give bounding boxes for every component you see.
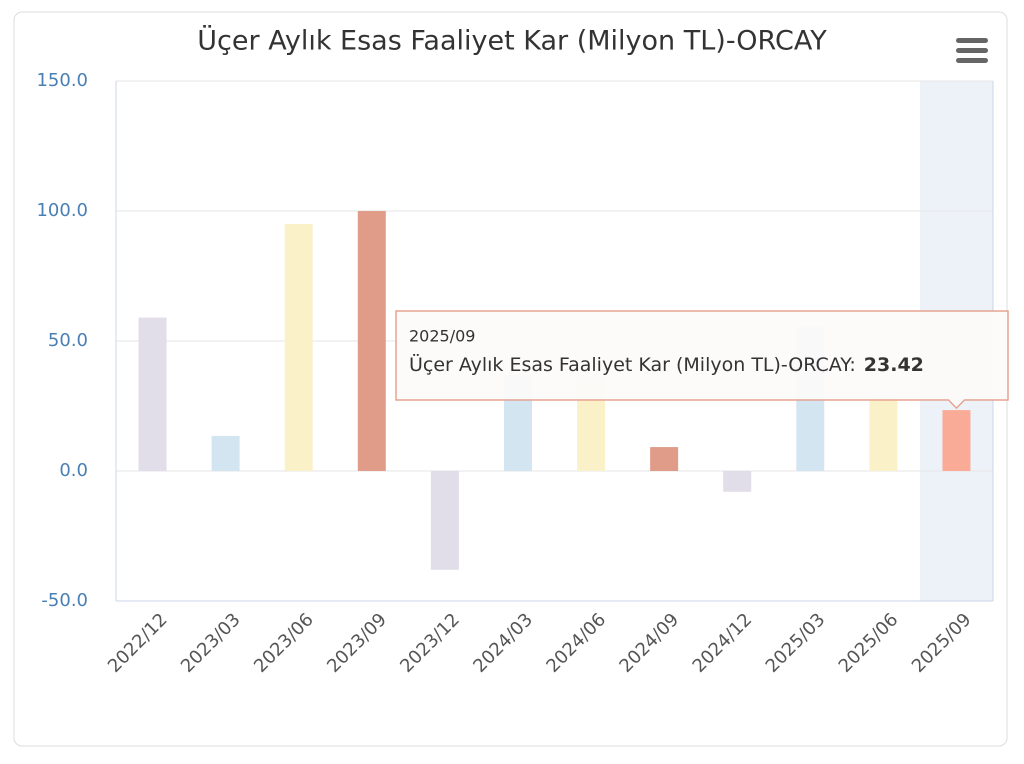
y-tick-label: 0.0 xyxy=(59,460,88,481)
y-tick-label: 100.0 xyxy=(36,200,88,221)
bar xyxy=(942,410,971,471)
chart-title: Üçer Aylık Esas Faaliyet Kar (Milyon TL)… xyxy=(197,25,827,57)
y-tick-label: 150.0 xyxy=(36,70,88,91)
menu-line xyxy=(956,58,988,63)
bar xyxy=(723,471,752,492)
bar xyxy=(357,211,386,471)
bar xyxy=(650,447,679,471)
tooltip-text: Üçer Aylık Esas Faaliyet Kar (Milyon TL)… xyxy=(409,353,924,376)
tooltip-value: 23.42 xyxy=(864,354,924,376)
tooltip-box xyxy=(395,310,1009,410)
bar xyxy=(138,317,167,471)
bar xyxy=(211,435,240,471)
tooltip-header: 2025/09 xyxy=(409,327,475,346)
tooltip: 2025/09 Üçer Aylık Esas Faaliyet Kar (Mil… xyxy=(395,310,1009,410)
y-tick-label: -50.0 xyxy=(41,590,88,611)
menu-button[interactable] xyxy=(956,38,988,63)
menu-line xyxy=(956,48,988,53)
bar xyxy=(869,398,898,471)
y-tick-label: 50.0 xyxy=(48,330,88,351)
bar xyxy=(430,471,459,570)
tooltip-series-name: Üçer Aylık Esas Faaliyet Kar (Milyon TL)… xyxy=(409,353,852,376)
bar xyxy=(284,224,313,471)
tooltip-separator: : xyxy=(849,354,855,376)
menu-line xyxy=(956,38,988,43)
